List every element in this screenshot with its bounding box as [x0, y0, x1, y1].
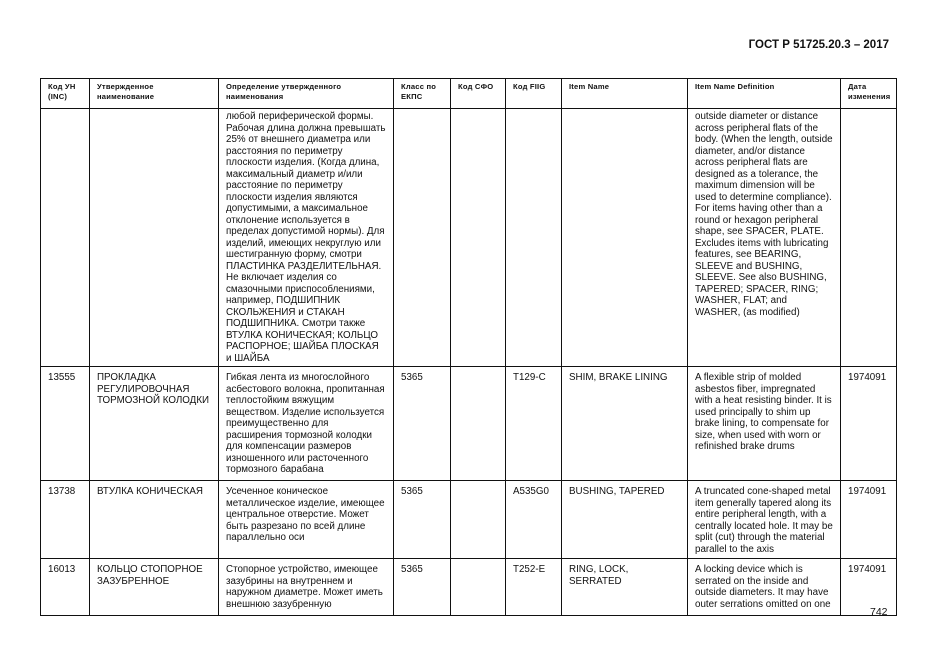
page-number: 742 [870, 606, 888, 618]
cell-item-definition: A truncated cone-shaped metal item gener… [687, 480, 841, 559]
cell-item-name: SHIM, BRAKE LINING [561, 366, 688, 481]
cell-date: 1974091 [840, 366, 897, 481]
col-header-approved-name: Утвержденное наименование [89, 78, 219, 109]
cell-sfo [450, 480, 506, 559]
cell-item-name [561, 108, 688, 367]
cell-inc: 13738 [40, 480, 90, 559]
cell-date: 1974091 [840, 480, 897, 559]
cell-inc [40, 108, 90, 367]
cell-definition: Стопорное устройство, имеющее зазубрины … [218, 558, 394, 616]
cell-sfo [450, 366, 506, 481]
col-header-inc: Код УН (INC) [40, 78, 90, 109]
cell-fiig: T252-E [505, 558, 562, 616]
cell-fiig: A535G0 [505, 480, 562, 559]
table-row: 16013 КОЛЬЦО СТОПОРНОЕ ЗАЗУБРЕННОЕ Стопорн… [40, 558, 897, 616]
cell-item-definition: A flexible strip of molded asbestos fibe… [687, 366, 841, 481]
cell-class: 5365 [393, 558, 451, 616]
cell-item-definition: outside diameter or distance across peri… [687, 108, 841, 367]
cell-item-name: RING, LOCK, SERRATED [561, 558, 688, 616]
cell-definition: Усеченное коническое металлическое издел… [218, 480, 394, 559]
cell-approved-name: ВТУЛКА КОНИЧЕСКАЯ [89, 480, 219, 559]
cell-approved-name: КОЛЬЦО СТОПОРНОЕ ЗАЗУБРЕННОЕ [89, 558, 219, 616]
cell-sfo [450, 558, 506, 616]
table-row: 13738 ВТУЛКА КОНИЧЕСКАЯ Усеченное коническ… [40, 480, 897, 559]
col-header-class: Класс по ЕКПС [393, 78, 451, 109]
table-row: 13555 ПРОКЛАДКА РЕГУЛИРОВОЧНАЯ ТОРМОЗНОЙ … [40, 366, 897, 481]
cell-sfo [450, 108, 506, 367]
cell-fiig [505, 108, 562, 367]
col-header-item-name: Item Name [561, 78, 688, 109]
cell-class [393, 108, 451, 367]
cell-class: 5365 [393, 480, 451, 559]
cell-inc: 16013 [40, 558, 90, 616]
cell-approved-name: ПРОКЛАДКА РЕГУЛИРОВОЧНАЯ ТОРМОЗНОЙ КОЛОД… [89, 366, 219, 481]
col-header-fiig: Код FIIG [505, 78, 562, 109]
cell-class: 5365 [393, 366, 451, 481]
cell-inc: 13555 [40, 366, 90, 481]
cell-fiig: T129-C [505, 366, 562, 481]
item-names-table: Код УН (INC) Утвержденное наименование О… [40, 78, 897, 616]
cell-item-definition: A locking device which is serrated on th… [687, 558, 841, 616]
col-header-item-definition: Item Name Definition [687, 78, 841, 109]
document-title: ГОСТ Р 51725.20.3 – 2017 [748, 39, 889, 51]
cell-date [840, 108, 897, 367]
cell-date: 1974091 [840, 558, 897, 616]
col-header-sfo: Код СФО [450, 78, 506, 109]
cell-item-name: BUSHING, TAPERED [561, 480, 688, 559]
cell-approved-name [89, 108, 219, 367]
col-header-definition: Определение утвержденного наименования [218, 78, 394, 109]
cell-definition: любой периферической формы. Рабочая длин… [218, 108, 394, 367]
col-header-date: Дата изменения [840, 78, 897, 109]
table-row: любой периферической формы. Рабочая длин… [40, 108, 897, 367]
table-header-row: Код УН (INC) Утвержденное наименование О… [40, 78, 897, 109]
cell-definition: Гибкая лента из многослойного асбестовог… [218, 366, 394, 481]
